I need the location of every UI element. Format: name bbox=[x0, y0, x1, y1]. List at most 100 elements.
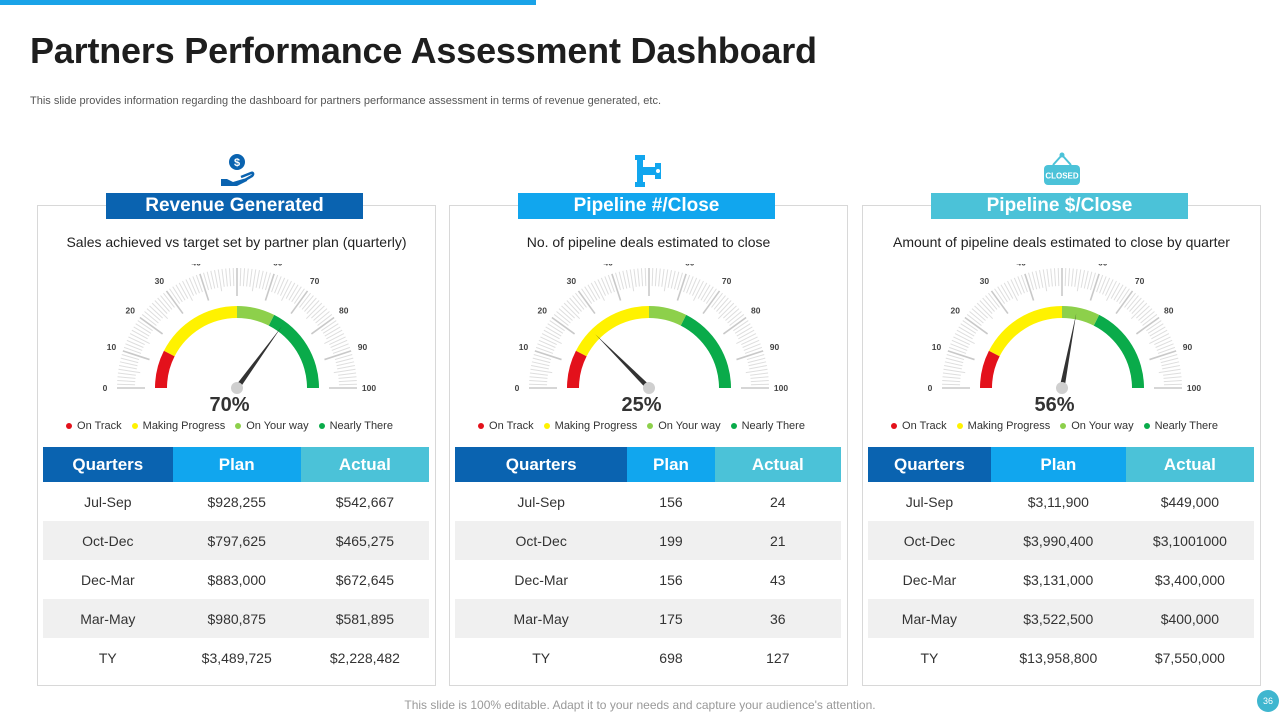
table-cell: 24 bbox=[770, 493, 786, 510]
gauge-minor-tick bbox=[987, 292, 1000, 308]
legend-on-track: On Track bbox=[478, 420, 534, 432]
gauge-minor-tick bbox=[290, 286, 302, 303]
gauge-minor-tick bbox=[722, 305, 737, 319]
gauge-minor-tick bbox=[335, 357, 353, 364]
gauge-minor-tick bbox=[946, 354, 964, 361]
gauge-minor-tick bbox=[710, 292, 723, 308]
table-cell: 36 bbox=[714, 599, 841, 638]
gauge-minor-tick bbox=[747, 361, 766, 367]
gauge-minor-tick bbox=[334, 354, 352, 361]
gauge-tick-label: 40 bbox=[603, 264, 613, 267]
gauge-minor-tick bbox=[191, 276, 200, 294]
gauge-minor-tick bbox=[329, 339, 347, 348]
pipeline-icon bbox=[629, 151, 669, 191]
gauge-minor-tick bbox=[118, 365, 137, 370]
gauge-tick-label: 70 bbox=[309, 276, 319, 286]
green-dot-icon bbox=[1143, 423, 1150, 429]
gauge-minor-tick bbox=[999, 284, 1011, 301]
gauge-minor-tick bbox=[745, 368, 768, 374]
gauge-minor-tick bbox=[717, 302, 734, 320]
column-header-quarters: Quarters bbox=[43, 447, 173, 482]
gauge-minor-tick bbox=[593, 280, 605, 301]
gauge-segment bbox=[154, 350, 175, 388]
gauge-tick-label: 20 bbox=[537, 305, 547, 315]
legend-label: On Your way bbox=[1071, 420, 1134, 432]
table-row: Mar-May $3,522,500 $400,000 bbox=[868, 599, 1254, 638]
gauge-tick-label: 80 bbox=[751, 305, 761, 315]
gauge-minor-tick bbox=[981, 297, 995, 312]
gauge-segment bbox=[566, 350, 587, 388]
gauge-minor-tick bbox=[248, 268, 253, 287]
gauge-minor-tick bbox=[331, 343, 349, 351]
column-header-actual: Actual bbox=[1125, 447, 1254, 482]
gauge-tick-label: 0 bbox=[102, 383, 107, 393]
gauge-minor-tick bbox=[747, 357, 765, 364]
gauge: 0102030405060708090100 bbox=[912, 264, 1212, 414]
table-cell: Mar-May bbox=[43, 599, 173, 638]
gauge-minor-tick bbox=[546, 323, 563, 334]
gauge-segment bbox=[163, 306, 237, 357]
gauge-minor-tick bbox=[1098, 276, 1107, 294]
panel-pipeline-dollar-close: CLOSED Pipeline $/Close Amount of pipeli… bbox=[862, 152, 1261, 686]
table-cell: $3,489,725 bbox=[201, 649, 272, 666]
legend-on-your-way: On Your way bbox=[647, 420, 721, 432]
gauge-major-tick bbox=[990, 290, 1009, 315]
table-cell: 698 bbox=[659, 649, 683, 666]
gauge-minor-tick bbox=[1161, 365, 1180, 370]
gauge-minor-tick bbox=[702, 286, 714, 303]
gauge-tick-label: 0 bbox=[927, 383, 932, 393]
gauge-minor-tick bbox=[1101, 277, 1110, 295]
gauge-minor-tick bbox=[1128, 297, 1142, 312]
gauge-minor-tick bbox=[735, 333, 756, 344]
gauge-tick-label: 60 bbox=[1098, 264, 1108, 267]
gauge-minor-tick bbox=[116, 379, 135, 383]
money-hand-icon: $ bbox=[217, 151, 257, 191]
light-green-dot-icon bbox=[235, 423, 242, 429]
gauge-minor-tick bbox=[1163, 379, 1182, 383]
legend-label: Making Progress bbox=[967, 420, 1051, 432]
gauge-minor-tick bbox=[529, 368, 552, 374]
svg-text:$: $ bbox=[233, 157, 239, 169]
gauge-minor-tick bbox=[966, 314, 982, 326]
gauge-minor-tick bbox=[338, 383, 357, 386]
gauge-legend: On Track Making Progress On Your way Nea… bbox=[863, 420, 1246, 432]
gauge-tick-label: 60 bbox=[273, 264, 283, 267]
gauge: 0102030405060708090100 bbox=[499, 264, 799, 414]
gauge-minor-tick bbox=[1123, 292, 1136, 308]
gauge-minor-tick bbox=[685, 276, 694, 294]
gauge-minor-tick bbox=[530, 365, 549, 370]
gauge-minor-tick bbox=[528, 376, 547, 379]
gauge-minor-tick bbox=[1149, 326, 1166, 337]
gauge-major-tick bbox=[577, 290, 596, 315]
gauge-tick-label: 0 bbox=[514, 383, 519, 393]
gauge-minor-tick bbox=[558, 308, 573, 321]
gauge-minor-tick bbox=[1053, 268, 1056, 287]
svg-text:CLOSED: CLOSED bbox=[1045, 172, 1079, 181]
gauge-minor-tick bbox=[1162, 372, 1181, 376]
gauge-major-tick bbox=[676, 273, 687, 301]
gauge-minor-tick bbox=[136, 320, 153, 332]
gauge-minor-tick bbox=[153, 300, 168, 314]
red-dot-icon bbox=[891, 423, 898, 429]
table-cell: $7,550,000 bbox=[1154, 649, 1225, 666]
gauge-minor-tick bbox=[1038, 270, 1043, 288]
gauge-minor-tick bbox=[285, 282, 295, 299]
gauge-minor-tick bbox=[333, 368, 356, 374]
legend-label: Nearly There bbox=[329, 420, 393, 432]
gauge-tick-label: 70 bbox=[721, 276, 731, 286]
gauge-minor-tick bbox=[740, 336, 758, 346]
gauge-minor-tick bbox=[324, 326, 341, 337]
gauge-minor-tick bbox=[548, 320, 565, 332]
table-cell: 199 bbox=[627, 521, 715, 560]
gauge-minor-tick bbox=[699, 284, 711, 301]
gauge-minor-tick bbox=[1112, 284, 1124, 301]
gauge-minor-tick bbox=[717, 300, 732, 314]
table-cell: TY bbox=[98, 649, 117, 666]
gauge-minor-tick bbox=[629, 269, 634, 292]
gauge-minor-tick bbox=[676, 272, 683, 291]
gauge-needle bbox=[234, 326, 282, 390]
gauge-minor-tick bbox=[1145, 320, 1162, 332]
table-cell: TY bbox=[532, 649, 551, 666]
table-cell: 21 bbox=[714, 521, 841, 560]
gauge-minor-tick bbox=[1027, 272, 1034, 291]
